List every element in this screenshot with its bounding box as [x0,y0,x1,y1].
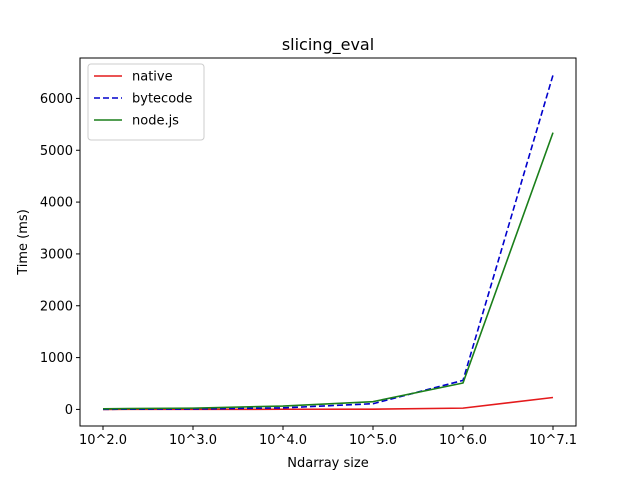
x-tick-label: 10^6.0 [439,433,487,448]
y-axis-label: Time (ms) [16,209,31,276]
y-tick-label: 2000 [40,299,73,314]
legend-label: native [132,70,173,85]
x-tick-label: 10^3.0 [169,433,217,448]
x-tick-label: 10^5.0 [349,433,397,448]
legend-label: node.js [132,114,179,129]
y-tick-label: 3000 [40,247,73,262]
x-tick-label: 10^4.0 [259,433,307,448]
series-line-bytecode [102,74,554,411]
y-tick-label: 5000 [40,144,73,159]
legend: native bytecode node.js [87,63,205,141]
y-tick-label: 1000 [40,351,73,366]
axes-frame [79,57,577,427]
series-line-node-js [102,132,554,410]
y-tick-label: 0 [65,403,73,418]
y-tick-label: 6000 [40,92,73,107]
legend-frame [87,63,205,141]
x-axis-label: Ndarray size [287,456,368,471]
y-tick-label: 4000 [40,196,73,211]
legend-label: bytecode [132,92,192,107]
plot-area: 10^2.0 10^3.0 10^4.0 10^5.0 10^6.0 10^7.1 0 100… [40,74,577,448]
chart-title: slicing_eval [282,35,374,55]
x-tick-label: 10^2.0 [79,433,127,448]
x-tick-label: 10^7.1 [529,433,577,448]
